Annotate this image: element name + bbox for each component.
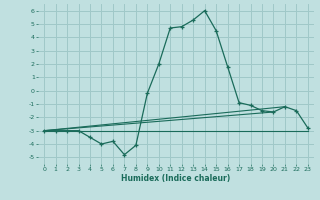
X-axis label: Humidex (Indice chaleur): Humidex (Indice chaleur) <box>121 174 231 183</box>
